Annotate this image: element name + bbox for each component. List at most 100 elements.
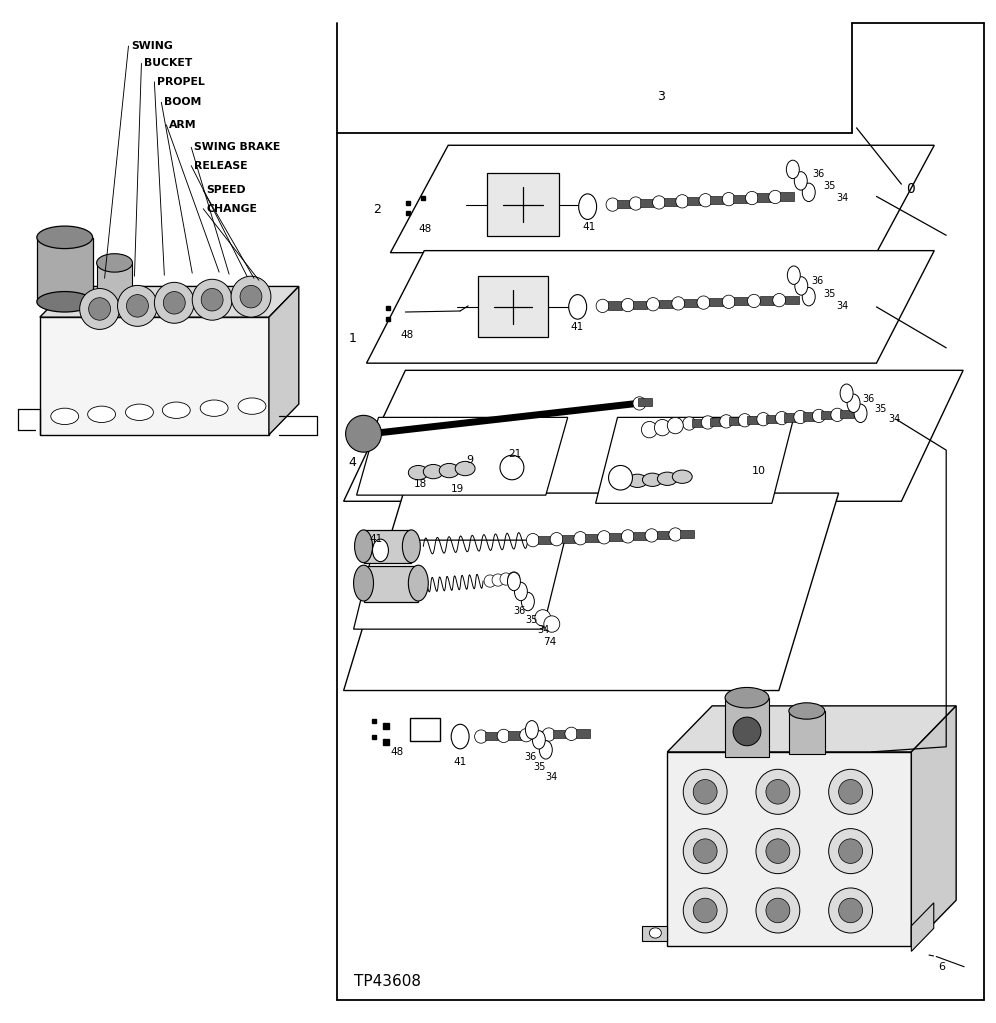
Bar xyxy=(618,199,631,208)
Ellipse shape xyxy=(451,724,469,749)
Polygon shape xyxy=(642,926,667,941)
Circle shape xyxy=(89,298,111,320)
Ellipse shape xyxy=(522,592,535,611)
Circle shape xyxy=(697,296,710,309)
Circle shape xyxy=(829,829,872,874)
Circle shape xyxy=(766,839,790,863)
Circle shape xyxy=(629,196,642,210)
Ellipse shape xyxy=(642,473,662,486)
Bar xyxy=(680,530,694,538)
Bar xyxy=(485,732,499,741)
Circle shape xyxy=(118,285,157,326)
Circle shape xyxy=(520,728,533,742)
Bar xyxy=(609,533,622,541)
Bar xyxy=(687,196,701,205)
Polygon shape xyxy=(40,317,269,435)
Ellipse shape xyxy=(649,928,661,938)
Bar xyxy=(725,698,769,757)
Circle shape xyxy=(654,419,670,436)
Circle shape xyxy=(722,192,735,206)
Circle shape xyxy=(839,780,863,804)
Circle shape xyxy=(201,288,223,311)
Bar xyxy=(538,536,552,544)
Text: 74: 74 xyxy=(543,637,556,648)
Bar xyxy=(531,730,545,739)
Ellipse shape xyxy=(526,720,539,739)
Bar xyxy=(757,193,771,202)
Ellipse shape xyxy=(627,474,647,487)
Circle shape xyxy=(722,296,735,309)
Text: 34: 34 xyxy=(537,625,549,635)
Text: TP43608: TP43608 xyxy=(354,974,420,989)
Ellipse shape xyxy=(354,565,374,602)
Text: 48: 48 xyxy=(390,747,403,757)
Ellipse shape xyxy=(540,741,553,759)
Circle shape xyxy=(839,898,863,923)
Circle shape xyxy=(598,531,611,544)
Bar xyxy=(487,173,559,236)
Bar xyxy=(785,296,799,304)
Polygon shape xyxy=(911,706,956,946)
Ellipse shape xyxy=(455,461,475,476)
Ellipse shape xyxy=(787,266,801,284)
Text: 48: 48 xyxy=(418,224,431,234)
Ellipse shape xyxy=(803,183,816,202)
Bar xyxy=(586,534,600,542)
Text: 36: 36 xyxy=(812,276,824,286)
Polygon shape xyxy=(596,417,794,503)
Bar xyxy=(784,413,798,421)
Circle shape xyxy=(683,888,727,933)
Polygon shape xyxy=(344,370,963,501)
Bar xyxy=(747,415,761,424)
Circle shape xyxy=(669,528,682,541)
Circle shape xyxy=(745,191,759,205)
Bar xyxy=(576,729,590,738)
Circle shape xyxy=(699,193,712,207)
Circle shape xyxy=(829,888,872,933)
Polygon shape xyxy=(667,706,956,752)
Text: 34: 34 xyxy=(837,193,849,204)
Bar xyxy=(633,301,647,309)
Polygon shape xyxy=(367,251,934,363)
Bar xyxy=(710,417,724,426)
Polygon shape xyxy=(269,286,299,435)
Text: 1: 1 xyxy=(349,332,357,345)
Text: 21: 21 xyxy=(508,449,521,459)
Circle shape xyxy=(738,413,751,427)
Circle shape xyxy=(794,410,807,424)
Circle shape xyxy=(500,455,524,480)
Text: 41: 41 xyxy=(370,534,382,544)
Circle shape xyxy=(596,300,610,313)
Ellipse shape xyxy=(657,473,677,486)
Bar xyxy=(609,302,622,310)
Text: 48: 48 xyxy=(400,329,413,340)
Ellipse shape xyxy=(854,404,867,422)
Circle shape xyxy=(645,529,658,542)
Text: SWING BRAKE: SWING BRAKE xyxy=(194,142,281,152)
Text: 19: 19 xyxy=(451,484,464,494)
Circle shape xyxy=(565,727,578,741)
Bar xyxy=(478,276,548,338)
Text: BOOM: BOOM xyxy=(164,97,202,107)
Circle shape xyxy=(693,898,717,923)
Polygon shape xyxy=(911,902,934,951)
Polygon shape xyxy=(354,540,565,629)
Text: 36: 36 xyxy=(524,752,536,762)
Ellipse shape xyxy=(789,703,825,719)
Bar xyxy=(97,263,132,312)
Circle shape xyxy=(693,839,717,863)
Text: BUCKET: BUCKET xyxy=(144,58,192,69)
Ellipse shape xyxy=(88,406,116,422)
Bar xyxy=(364,566,418,602)
Circle shape xyxy=(550,533,563,546)
Ellipse shape xyxy=(355,530,373,563)
Text: 34: 34 xyxy=(888,414,900,425)
Circle shape xyxy=(633,397,646,410)
Ellipse shape xyxy=(795,172,808,190)
Text: 36: 36 xyxy=(513,606,525,616)
Text: 41: 41 xyxy=(453,757,466,767)
Bar xyxy=(410,718,440,741)
Bar xyxy=(709,298,723,306)
Ellipse shape xyxy=(515,582,528,601)
Ellipse shape xyxy=(725,687,769,708)
